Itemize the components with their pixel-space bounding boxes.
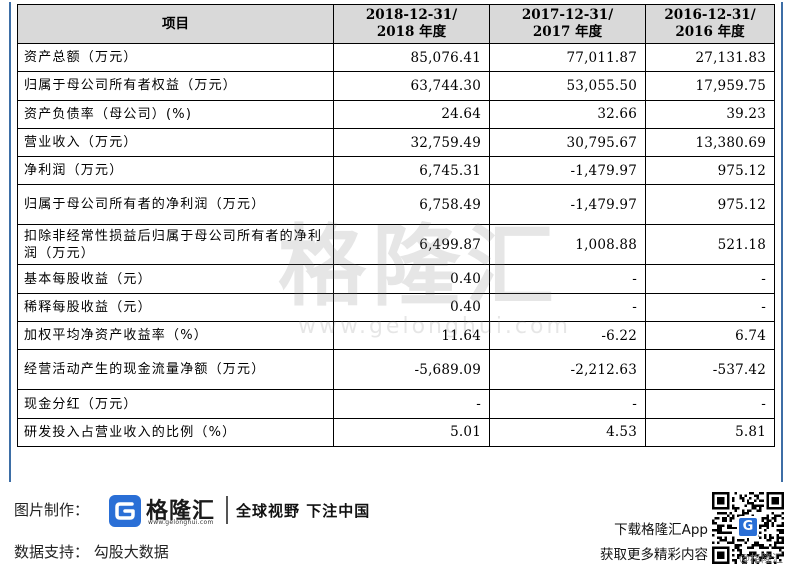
row-label: 营业收入（万元） xyxy=(17,127,334,158)
row-label: 研发投入占营业收入的比例（%） xyxy=(17,417,334,447)
table-row: 归属于母公司所有者权益（万元） 63,744.30 53,055.50 17,959.… xyxy=(17,71,775,101)
row-value: - xyxy=(489,264,646,294)
row-value: - xyxy=(489,389,646,419)
table-row: 加权平均净资产收益率（%） 11.64 -6.22 6.74 xyxy=(17,321,775,351)
row-label: 现金分红（万元） xyxy=(17,389,334,419)
row-label: 资产总额（万元） xyxy=(17,42,334,73)
row-label: 扣除非经常性损益后归属于母公司所有者的净利润（万元） xyxy=(17,224,334,266)
table-row: 净利润（万元） 6,745.31 -1,479.97 975.12 xyxy=(17,156,775,186)
page-frame xyxy=(9,2,783,482)
table-row: 营业收入（万元） 32,759.49 30,795.67 13,380.69 xyxy=(17,127,775,158)
row-value: -1,479.97 xyxy=(489,156,646,186)
row-value: -1,479.97 xyxy=(489,184,646,226)
row-value: 85,076.41 xyxy=(333,42,490,73)
row-value: 32,759.49 xyxy=(333,127,490,158)
logo-g-icon xyxy=(109,495,141,527)
row-value: 4.53 xyxy=(489,417,646,447)
table-row: 资产负债率（母公司）(%) 24.64 32.66 39.23 xyxy=(17,99,775,129)
row-value: 5.81 xyxy=(645,417,775,447)
row-value: -6.22 xyxy=(489,321,646,351)
row-value: 6.74 xyxy=(645,321,775,351)
table-row: 扣除非经常性损益后归属于母公司所有者的净利润（万元） 6,499.87 1,008.… xyxy=(17,224,775,266)
row-value: 30,795.67 xyxy=(489,127,646,158)
logo-text: 格隆汇 xyxy=(146,499,216,524)
table-row: 稀释每股收益（元） 0.40- - xyxy=(17,292,775,323)
row-value: - xyxy=(489,292,646,323)
financial-table-sheet: 项目 2018-12-31/2018 年度 2017-12-31/2017 年度… xyxy=(9,2,783,482)
table-body: 资产总额（万元） 85,076.41 77,011.87 27,131.83 归属于母公… xyxy=(17,42,775,447)
row-label: 稀释每股收益（元） xyxy=(17,292,334,323)
header-item: 项目 xyxy=(17,4,334,44)
row-value: 0.40 xyxy=(333,264,490,294)
header-2017: 2017-12-31/2017 年度 xyxy=(489,4,646,44)
row-label: 资产负债率（母公司）(%) xyxy=(17,99,334,129)
table-row: 现金分红（万元） - - - xyxy=(17,389,775,419)
row-value: -5,689.09 xyxy=(333,349,490,391)
table-row: 经营活动产生的现金流量净额（万元） -5,689.09 -2,212.63 -537.… xyxy=(17,349,775,391)
row-value: 32.66 xyxy=(489,99,646,129)
row-value: 53,055.50 xyxy=(489,71,646,101)
row-value: 13,380.69 xyxy=(645,127,775,158)
promo-download[interactable]: 下载格隆汇App xyxy=(614,522,708,538)
row-value: 5.01 xyxy=(333,417,490,447)
header-2016: 2016-12-31/2016 年度 xyxy=(645,4,775,44)
row-value: 39.23 xyxy=(645,99,775,129)
row-value: 6,499.87 xyxy=(333,224,490,266)
row-value: - xyxy=(333,389,490,419)
qr-badge-letter: G xyxy=(742,519,754,534)
table-row: 研发投入占营业收入的比例（%） 5.01 4.53 5.81 xyxy=(17,417,775,447)
row-value: - xyxy=(645,264,775,294)
row-value: 975.12 xyxy=(645,184,775,226)
corner-watermark: @格隆汇 xyxy=(739,552,783,565)
row-value: -2,212.63 xyxy=(489,349,646,391)
logo-separator xyxy=(226,496,228,524)
data-support-label: 数据支持： 勾股大数据 xyxy=(14,543,169,561)
row-value: 63,744.30 xyxy=(333,71,490,101)
row-value: 6,758.49 xyxy=(333,184,490,226)
table-header-row: 项目 2018-12-31/2018 年度 2017-12-31/2017 年度… xyxy=(17,4,775,44)
row-label: 净利润（万元） xyxy=(17,156,334,186)
row-value: 11.64 xyxy=(333,321,490,351)
financial-summary-table: 项目 2018-12-31/2018 年度 2017-12-31/2017 年度… xyxy=(17,4,775,447)
row-value: 77,011.87 xyxy=(489,42,646,73)
row-value: -537.42 xyxy=(645,349,775,391)
row-label: 归属于母公司所有者的净利润（万元） xyxy=(17,184,334,226)
row-value: 17,959.75 xyxy=(645,71,775,101)
row-label: 经营活动产生的现金流量净额（万元） xyxy=(17,349,334,391)
row-label: 归属于母公司所有者权益（万元） xyxy=(17,71,334,101)
row-value: 27,131.83 xyxy=(645,42,775,73)
table-row: 基本每股收益（元） 0.40- - xyxy=(17,264,775,294)
row-value: 0.40 xyxy=(333,292,490,323)
row-value: 521.18 xyxy=(645,224,775,266)
logo-url: www.gelonghui.com xyxy=(148,519,214,526)
header-2018: 2018-12-31/2018 年度 xyxy=(333,4,490,44)
promo-more: 获取更多精彩内容 xyxy=(600,547,708,563)
made-by-label: 图片制作： xyxy=(14,501,90,519)
slogan: 全球视野 下注中国 xyxy=(236,502,371,520)
row-value: 1,008.88 xyxy=(489,224,646,266)
table-row: 归属于母公司所有者的净利润（万元） 6,758.49 -1,479.97 975.12 xyxy=(17,184,775,226)
row-value: 24.64 xyxy=(333,99,490,129)
row-value: 6,745.31 xyxy=(333,156,490,186)
row-value: 975.12 xyxy=(645,156,775,186)
qr-logo-badge: G xyxy=(737,516,759,538)
table-row: 资产总额（万元） 85,076.41 77,011.87 27,131.83 xyxy=(17,42,775,73)
row-label: 加权平均净资产收益率（%） xyxy=(17,321,334,351)
row-label: 基本每股收益（元） xyxy=(17,264,334,294)
row-value: - xyxy=(645,292,775,323)
footer-banner: 图片制作： 格隆汇 www.gelonghui.com 全球视野 下注中国 数据… xyxy=(0,486,793,570)
row-value: - xyxy=(645,389,775,419)
